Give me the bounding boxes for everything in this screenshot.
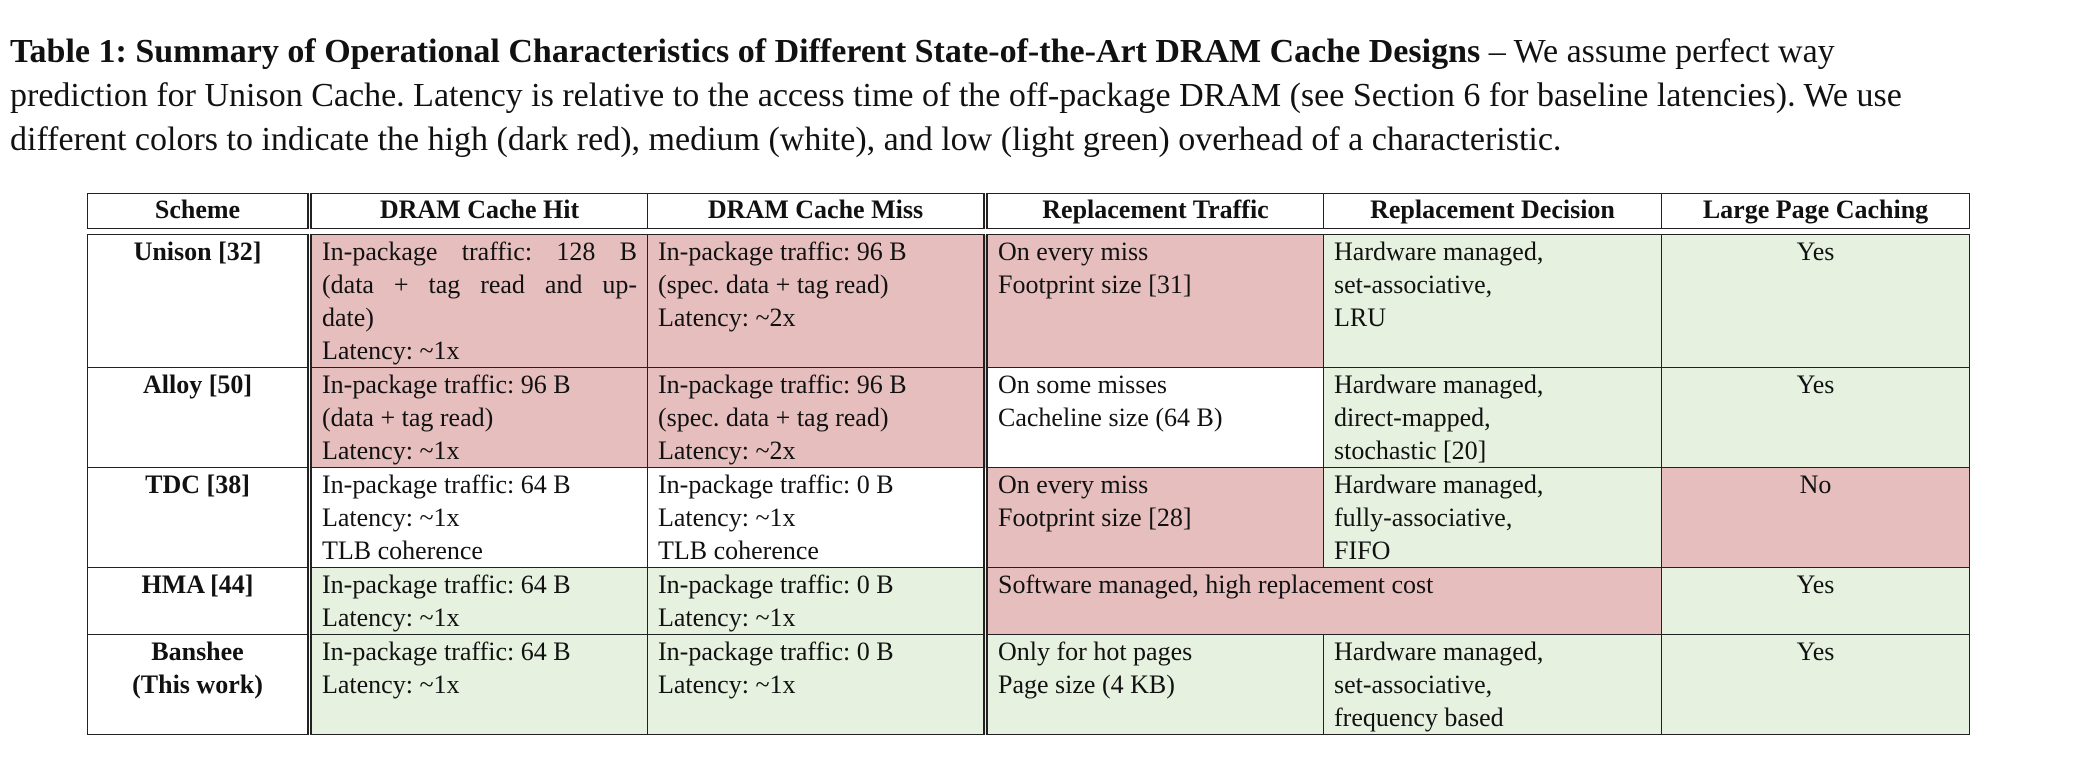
table-row: HMA [44] In-package traffic: 64 B Latenc…	[87, 567, 1970, 635]
hit-cell: In-package traffic: 128 B (data + tag re…	[307, 234, 648, 368]
decision-cell: Hardware managed, direct-mapped, stochas…	[1323, 367, 1662, 468]
caption-line-3: different colors to indicate the high (d…	[10, 121, 1562, 158]
scheme-cell: HMA [44]	[87, 567, 310, 635]
table-row: Unison [32] In-package traffic: 128 B (d…	[87, 234, 1970, 368]
caption-title: Table 1: Summary of Operational Characte…	[10, 33, 1481, 70]
scheme-cell: Alloy [50]	[87, 367, 310, 468]
traffic-decision-merged-cell: Software managed, high replacement cost	[983, 567, 1662, 635]
decision-cell: Hardware managed, set-associative, frequ…	[1323, 634, 1662, 735]
traffic-cell: Only for hot pages Page size (4 KB)	[983, 634, 1324, 735]
hit-cell: In-package traffic: 64 B Latency: ~1x	[307, 567, 648, 635]
large-page-cell: Yes	[1661, 634, 1970, 735]
large-page-cell: Yes	[1661, 367, 1970, 468]
caption-dash: –	[1480, 33, 1514, 70]
table-row: Alloy [50] In-package traffic: 96 B (dat…	[87, 367, 1970, 468]
hit-cell: In-package traffic: 64 B Latency: ~1x	[307, 634, 648, 735]
table-caption: Table 1: Summary of Operational Characte…	[10, 30, 2075, 162]
scheme-cell: Unison [32]	[87, 234, 310, 368]
miss-cell: In-package traffic: 0 B Latency: ~1x TLB…	[647, 467, 986, 568]
traffic-cell: On some misses Cacheline size (64 B)	[983, 367, 1324, 468]
large-page-cell: Yes	[1661, 234, 1970, 368]
header-replacement-traffic: Replacement Traffic	[983, 193, 1324, 229]
caption-line-2: prediction for Unison Cache. Latency is …	[10, 77, 1902, 114]
large-page-cell: No	[1661, 467, 1970, 568]
miss-cell: In-package traffic: 0 B Latency: ~1x	[647, 567, 986, 635]
header-scheme: Scheme	[87, 193, 310, 229]
miss-cell: In-package traffic: 96 B (spec. data + t…	[647, 234, 986, 368]
hit-cell: In-package traffic: 64 B Latency: ~1x TL…	[307, 467, 648, 568]
traffic-cell: On every miss Footprint size [28]	[983, 467, 1324, 568]
table-row: Banshee (This work) In-package traffic: …	[87, 634, 1970, 735]
miss-cell: In-package traffic: 96 B (spec. data + t…	[647, 367, 986, 468]
header-dram-cache-hit: DRAM Cache Hit	[307, 193, 648, 229]
decision-cell: Hardware managed, set-associative, LRU	[1323, 234, 1662, 368]
dram-cache-table: Scheme DRAM Cache Hit DRAM Cache Miss Re…	[87, 193, 1970, 735]
header-replacement-decision: Replacement Decision	[1323, 193, 1662, 229]
traffic-cell: On every miss Footprint size [31]	[983, 234, 1324, 368]
hit-cell: In-package traffic: 96 B (data + tag rea…	[307, 367, 648, 468]
large-page-cell: Yes	[1661, 567, 1970, 635]
header-large-page-caching: Large Page Caching	[1661, 193, 1970, 229]
header-row: Scheme DRAM Cache Hit DRAM Cache Miss Re…	[87, 193, 1970, 229]
table-row: TDC [38] In-package traffic: 64 B Latenc…	[87, 467, 1970, 568]
miss-cell: In-package traffic: 0 B Latency: ~1x	[647, 634, 986, 735]
caption-line-1: Table 1: Summary of Operational Characte…	[10, 30, 2075, 74]
header-dram-cache-miss: DRAM Cache Miss	[647, 193, 986, 229]
decision-cell: Hardware managed, fully-associative, FIF…	[1323, 467, 1662, 568]
scheme-cell: TDC [38]	[87, 467, 310, 568]
scheme-cell: Banshee (This work)	[87, 634, 310, 735]
caption-line-1-rest: We assume perfect way	[1513, 33, 1835, 70]
